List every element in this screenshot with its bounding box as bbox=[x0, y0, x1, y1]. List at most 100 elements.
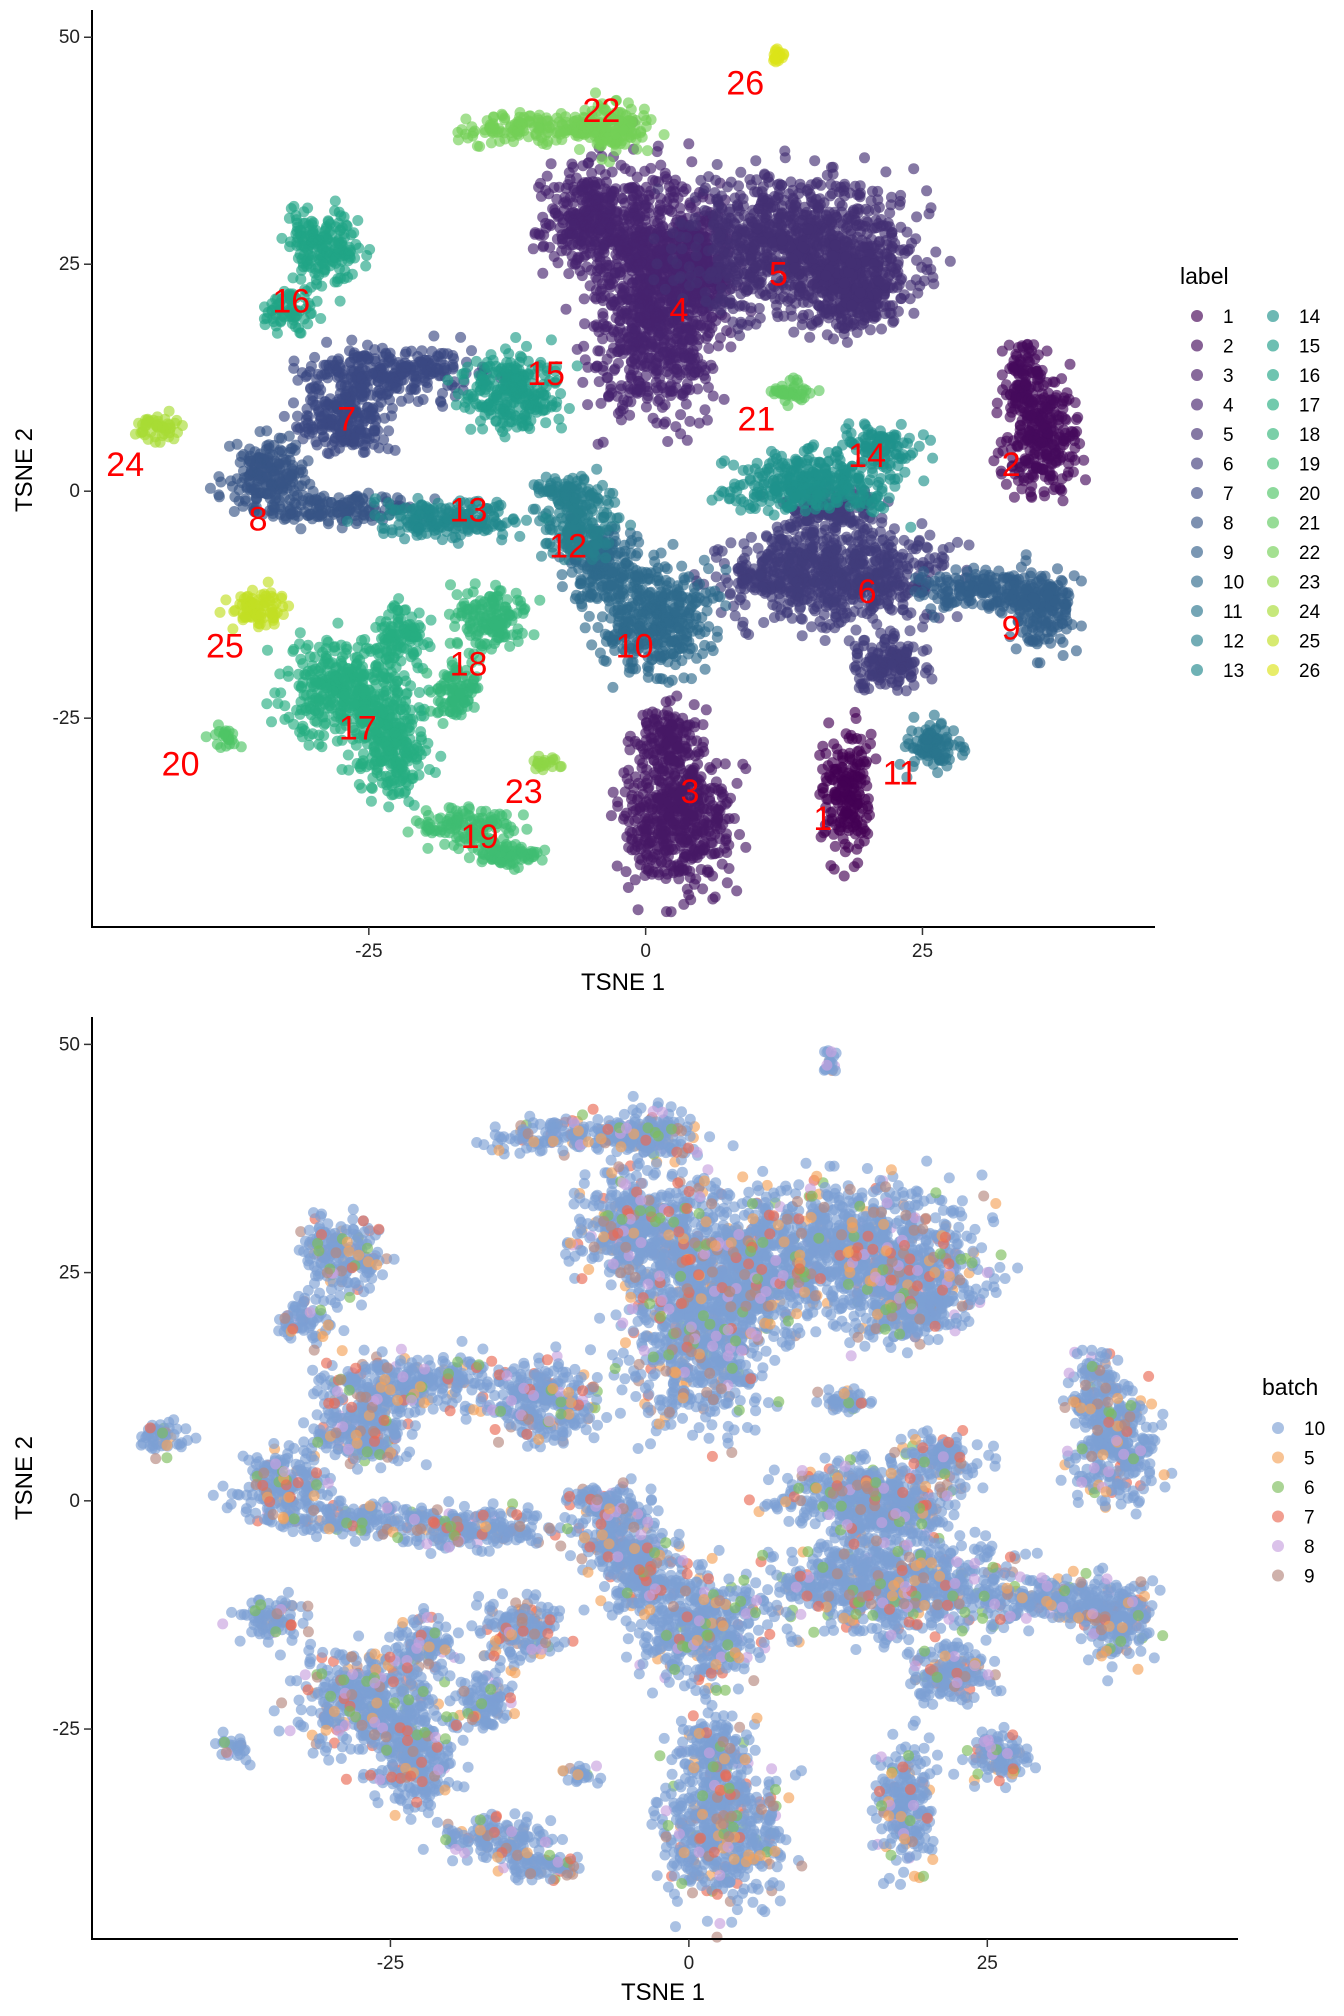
point bbox=[874, 235, 885, 247]
point bbox=[704, 762, 716, 773]
cluster-3-points bbox=[605, 690, 752, 918]
point bbox=[1022, 338, 1033, 350]
point bbox=[874, 275, 886, 287]
point bbox=[785, 567, 797, 579]
point bbox=[632, 840, 644, 852]
point bbox=[807, 525, 819, 536]
point bbox=[561, 228, 573, 240]
point bbox=[632, 791, 644, 803]
point bbox=[683, 138, 695, 150]
point bbox=[1063, 466, 1074, 478]
point bbox=[843, 635, 855, 647]
point bbox=[622, 219, 634, 230]
point bbox=[707, 870, 719, 882]
point bbox=[805, 179, 817, 191]
point bbox=[737, 244, 749, 256]
point bbox=[1030, 363, 1042, 375]
point bbox=[779, 152, 791, 164]
point bbox=[853, 797, 865, 809]
point bbox=[692, 758, 704, 770]
point bbox=[647, 412, 659, 424]
point bbox=[859, 634, 871, 646]
point bbox=[577, 160, 589, 172]
point bbox=[715, 332, 726, 344]
point bbox=[710, 208, 722, 220]
point bbox=[686, 834, 698, 846]
point bbox=[582, 399, 594, 411]
point bbox=[870, 546, 882, 558]
point bbox=[607, 786, 619, 798]
point bbox=[859, 152, 870, 164]
point bbox=[810, 315, 822, 327]
point bbox=[654, 244, 666, 256]
point bbox=[817, 763, 829, 775]
point bbox=[1022, 356, 1034, 367]
point bbox=[825, 585, 837, 597]
point bbox=[725, 341, 737, 353]
point bbox=[836, 780, 848, 792]
point bbox=[789, 262, 801, 274]
point bbox=[745, 531, 757, 543]
point bbox=[620, 866, 632, 878]
point bbox=[809, 198, 821, 210]
point bbox=[824, 190, 836, 202]
point bbox=[799, 201, 810, 213]
point bbox=[908, 656, 920, 668]
point bbox=[762, 549, 774, 560]
point bbox=[855, 733, 867, 745]
point bbox=[773, 588, 785, 600]
point bbox=[789, 199, 801, 211]
point bbox=[845, 228, 857, 240]
point bbox=[826, 773, 838, 785]
point bbox=[1023, 426, 1035, 438]
point bbox=[737, 616, 749, 628]
point bbox=[856, 534, 868, 546]
point bbox=[603, 279, 614, 291]
point bbox=[904, 625, 916, 637]
point bbox=[838, 328, 850, 340]
point bbox=[645, 162, 657, 174]
point bbox=[818, 236, 830, 247]
point bbox=[790, 297, 802, 309]
point bbox=[1020, 379, 1032, 391]
point bbox=[646, 738, 658, 750]
point bbox=[731, 885, 743, 897]
point bbox=[665, 337, 677, 349]
point bbox=[652, 183, 664, 195]
point bbox=[666, 780, 678, 792]
point bbox=[560, 303, 572, 315]
point bbox=[884, 307, 896, 319]
point bbox=[665, 390, 677, 401]
point bbox=[654, 372, 666, 384]
point bbox=[843, 767, 854, 779]
point bbox=[1066, 426, 1077, 437]
point bbox=[717, 217, 728, 229]
point bbox=[608, 326, 620, 338]
point bbox=[1000, 389, 1012, 401]
point bbox=[1058, 392, 1070, 404]
point bbox=[703, 343, 715, 354]
point bbox=[652, 310, 664, 322]
point bbox=[635, 384, 647, 396]
point bbox=[787, 537, 799, 549]
point bbox=[684, 353, 696, 365]
point bbox=[630, 771, 642, 783]
point bbox=[671, 366, 683, 378]
point bbox=[895, 293, 907, 305]
point bbox=[886, 232, 898, 244]
point bbox=[997, 445, 1009, 457]
point bbox=[788, 326, 800, 338]
point bbox=[724, 273, 736, 285]
point bbox=[829, 840, 841, 852]
point bbox=[658, 347, 670, 359]
point bbox=[737, 574, 749, 586]
point bbox=[850, 713, 862, 724]
point bbox=[698, 784, 710, 796]
point bbox=[710, 174, 722, 186]
point bbox=[711, 159, 723, 170]
point bbox=[541, 170, 553, 182]
point bbox=[684, 280, 695, 292]
point bbox=[796, 613, 808, 625]
point bbox=[579, 318, 591, 330]
point bbox=[631, 370, 643, 382]
